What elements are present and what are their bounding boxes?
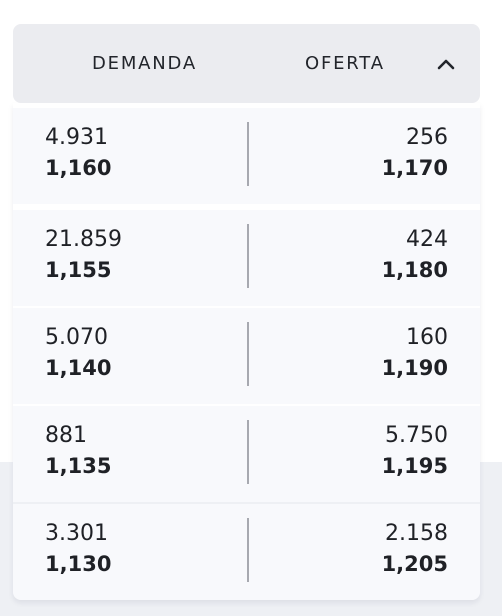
ask-quantity: 160 (406, 325, 448, 350)
order-book-header: DEMANDA OFERTA (13, 24, 480, 103)
bid-cell: 21.859 1,155 (45, 224, 122, 286)
ask-cell: 5.750 1,195 (382, 420, 448, 482)
ask-cell: 256 1,170 (382, 122, 448, 184)
ask-price: 1,190 (381, 356, 448, 380)
bid-cell: 4.931 1,160 (45, 122, 111, 184)
order-book-row[interactable]: 3.301 1,130 2.158 1,205 (13, 504, 480, 600)
order-book-row[interactable]: 5.070 1,140 160 1,190 (13, 308, 480, 404)
ask-price: 1,180 (381, 258, 448, 282)
bid-price: 1,140 (45, 356, 112, 380)
ask-price: 1,195 (381, 454, 448, 478)
offer-column-header: OFERTA (305, 53, 385, 74)
column-divider (247, 224, 249, 288)
chevron-up-icon-graphic (437, 59, 455, 70)
bid-price: 1,160 (45, 156, 112, 180)
ask-quantity: 256 (406, 125, 448, 150)
order-book-row[interactable]: 881 1,135 5.750 1,195 (13, 406, 480, 502)
bid-quantity: 4.931 (45, 125, 108, 150)
order-book-row[interactable]: 21.859 1,155 424 1,180 (13, 210, 480, 306)
column-divider (247, 518, 249, 582)
bid-price: 1,135 (45, 454, 112, 478)
bid-price: 1,130 (45, 552, 112, 576)
ask-quantity: 5.750 (385, 423, 448, 448)
order-book: DEMANDA OFERTA 4.931 1,160 256 1,170 21.… (13, 24, 480, 600)
ask-cell: 424 1,180 (382, 224, 448, 286)
ask-price: 1,205 (381, 552, 448, 576)
order-book-row[interactable]: 4.931 1,160 256 1,170 (13, 108, 480, 204)
bid-quantity: 21.859 (45, 227, 122, 252)
bid-cell: 881 1,135 (45, 420, 111, 482)
bid-quantity: 3.301 (45, 521, 108, 546)
bid-quantity: 881 (45, 423, 87, 448)
ask-quantity: 424 (406, 227, 448, 252)
column-divider (247, 420, 249, 484)
ask-cell: 160 1,190 (382, 322, 448, 384)
ask-quantity: 2.158 (385, 521, 448, 546)
bid-cell: 5.070 1,140 (45, 322, 111, 384)
ask-price: 1,170 (381, 156, 448, 180)
column-divider (247, 122, 249, 186)
column-divider (247, 322, 249, 386)
ask-cell: 2.158 1,205 (382, 518, 448, 580)
order-book-rows: 4.931 1,160 256 1,170 21.859 1,155 424 1… (13, 103, 480, 600)
bid-quantity: 5.070 (45, 325, 108, 350)
bid-cell: 3.301 1,130 (45, 518, 111, 580)
chevron-up-icon[interactable] (434, 52, 458, 76)
demand-column-header: DEMANDA (92, 53, 197, 74)
bid-price: 1,155 (45, 258, 112, 282)
